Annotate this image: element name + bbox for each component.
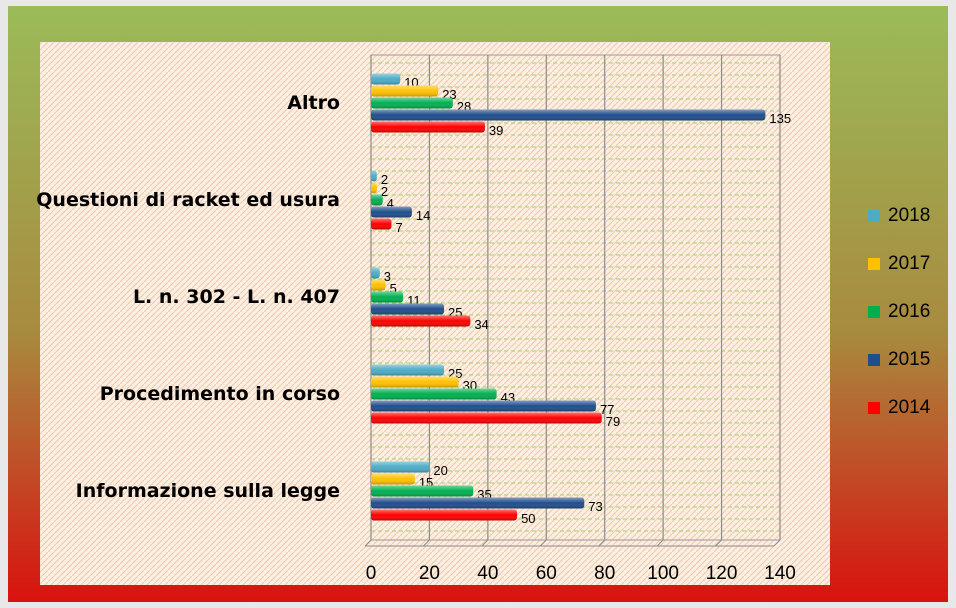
x-tick-label: 40 bbox=[477, 563, 498, 584]
tick-mark bbox=[656, 539, 664, 547]
bar-shine bbox=[371, 461, 430, 473]
bar-shine bbox=[371, 315, 471, 327]
tick-mark bbox=[715, 539, 722, 547]
bar-shine bbox=[371, 303, 445, 315]
x-tick-label: 140 bbox=[764, 563, 796, 584]
bar-shine bbox=[371, 388, 497, 400]
bar-shine bbox=[371, 73, 401, 85]
bar-shine bbox=[371, 194, 383, 206]
bar-shine bbox=[371, 279, 386, 291]
bar-shine bbox=[371, 364, 445, 376]
bar-shine bbox=[371, 170, 377, 182]
value-label: 2 bbox=[381, 172, 388, 187]
bar-shine bbox=[371, 97, 453, 109]
legend-label: 2016 bbox=[888, 301, 930, 322]
bar-shine bbox=[371, 291, 404, 303]
category-label: L. n. 302 - L. n. 407 bbox=[133, 286, 340, 308]
legend-label: 2018 bbox=[888, 205, 930, 226]
x-tick-label: 20 bbox=[419, 563, 440, 584]
legend-label: 2014 bbox=[888, 397, 931, 418]
bar-shine bbox=[371, 206, 412, 218]
value-label: 34 bbox=[474, 317, 488, 332]
value-label: 14 bbox=[416, 208, 430, 223]
bar-shine bbox=[371, 218, 392, 230]
value-label: 135 bbox=[769, 111, 791, 126]
value-label: 4 bbox=[387, 196, 394, 211]
value-label: 20 bbox=[433, 463, 447, 478]
value-label: 73 bbox=[588, 499, 602, 514]
bar-shine bbox=[371, 509, 518, 521]
legend-label: 2015 bbox=[888, 349, 930, 370]
category-label: Procedimento in corso bbox=[100, 383, 340, 405]
bar-shine bbox=[371, 267, 380, 279]
tick-mark bbox=[598, 539, 606, 547]
legend-swatch bbox=[868, 354, 880, 366]
legend-swatch bbox=[868, 306, 880, 318]
x-tick-label: 80 bbox=[594, 563, 615, 584]
value-label: 50 bbox=[521, 511, 535, 526]
legend-swatch bbox=[868, 210, 880, 222]
bar-shine bbox=[371, 109, 766, 121]
value-label: 7 bbox=[395, 220, 402, 235]
tick-mark bbox=[423, 539, 430, 547]
bar-shine bbox=[371, 412, 602, 424]
tick-mark bbox=[539, 539, 547, 547]
value-label: 77 bbox=[600, 402, 614, 417]
category-label: Altro bbox=[287, 92, 340, 114]
value-label: 3 bbox=[384, 269, 391, 284]
value-label: 39 bbox=[489, 123, 503, 138]
bar-shine bbox=[371, 473, 415, 485]
bar-shine bbox=[371, 376, 459, 388]
bar-shine bbox=[371, 400, 596, 412]
bar-shine bbox=[371, 121, 485, 133]
value-label: 5 bbox=[390, 281, 397, 296]
x-tick-label: 0 bbox=[366, 563, 377, 584]
x-tick-label: 120 bbox=[706, 563, 738, 584]
tick-mark bbox=[364, 539, 372, 547]
bar-shine bbox=[371, 182, 377, 194]
category-label: Informazione sulla legge bbox=[76, 480, 340, 502]
category-label: Questioni di racket ed usura bbox=[36, 189, 340, 211]
legend-label: 2017 bbox=[888, 253, 930, 274]
legend-swatch bbox=[868, 258, 880, 270]
legend-swatch bbox=[868, 402, 880, 414]
x-tick-label: 60 bbox=[536, 563, 557, 584]
tick-mark bbox=[481, 539, 489, 547]
tick-mark bbox=[773, 539, 781, 547]
value-label: 2 bbox=[381, 184, 388, 199]
bar-shine bbox=[371, 497, 585, 509]
value-label: 79 bbox=[606, 414, 620, 429]
bar-shine bbox=[371, 485, 474, 497]
x-tick-label: 100 bbox=[647, 563, 679, 584]
bar-shine bbox=[371, 85, 439, 97]
